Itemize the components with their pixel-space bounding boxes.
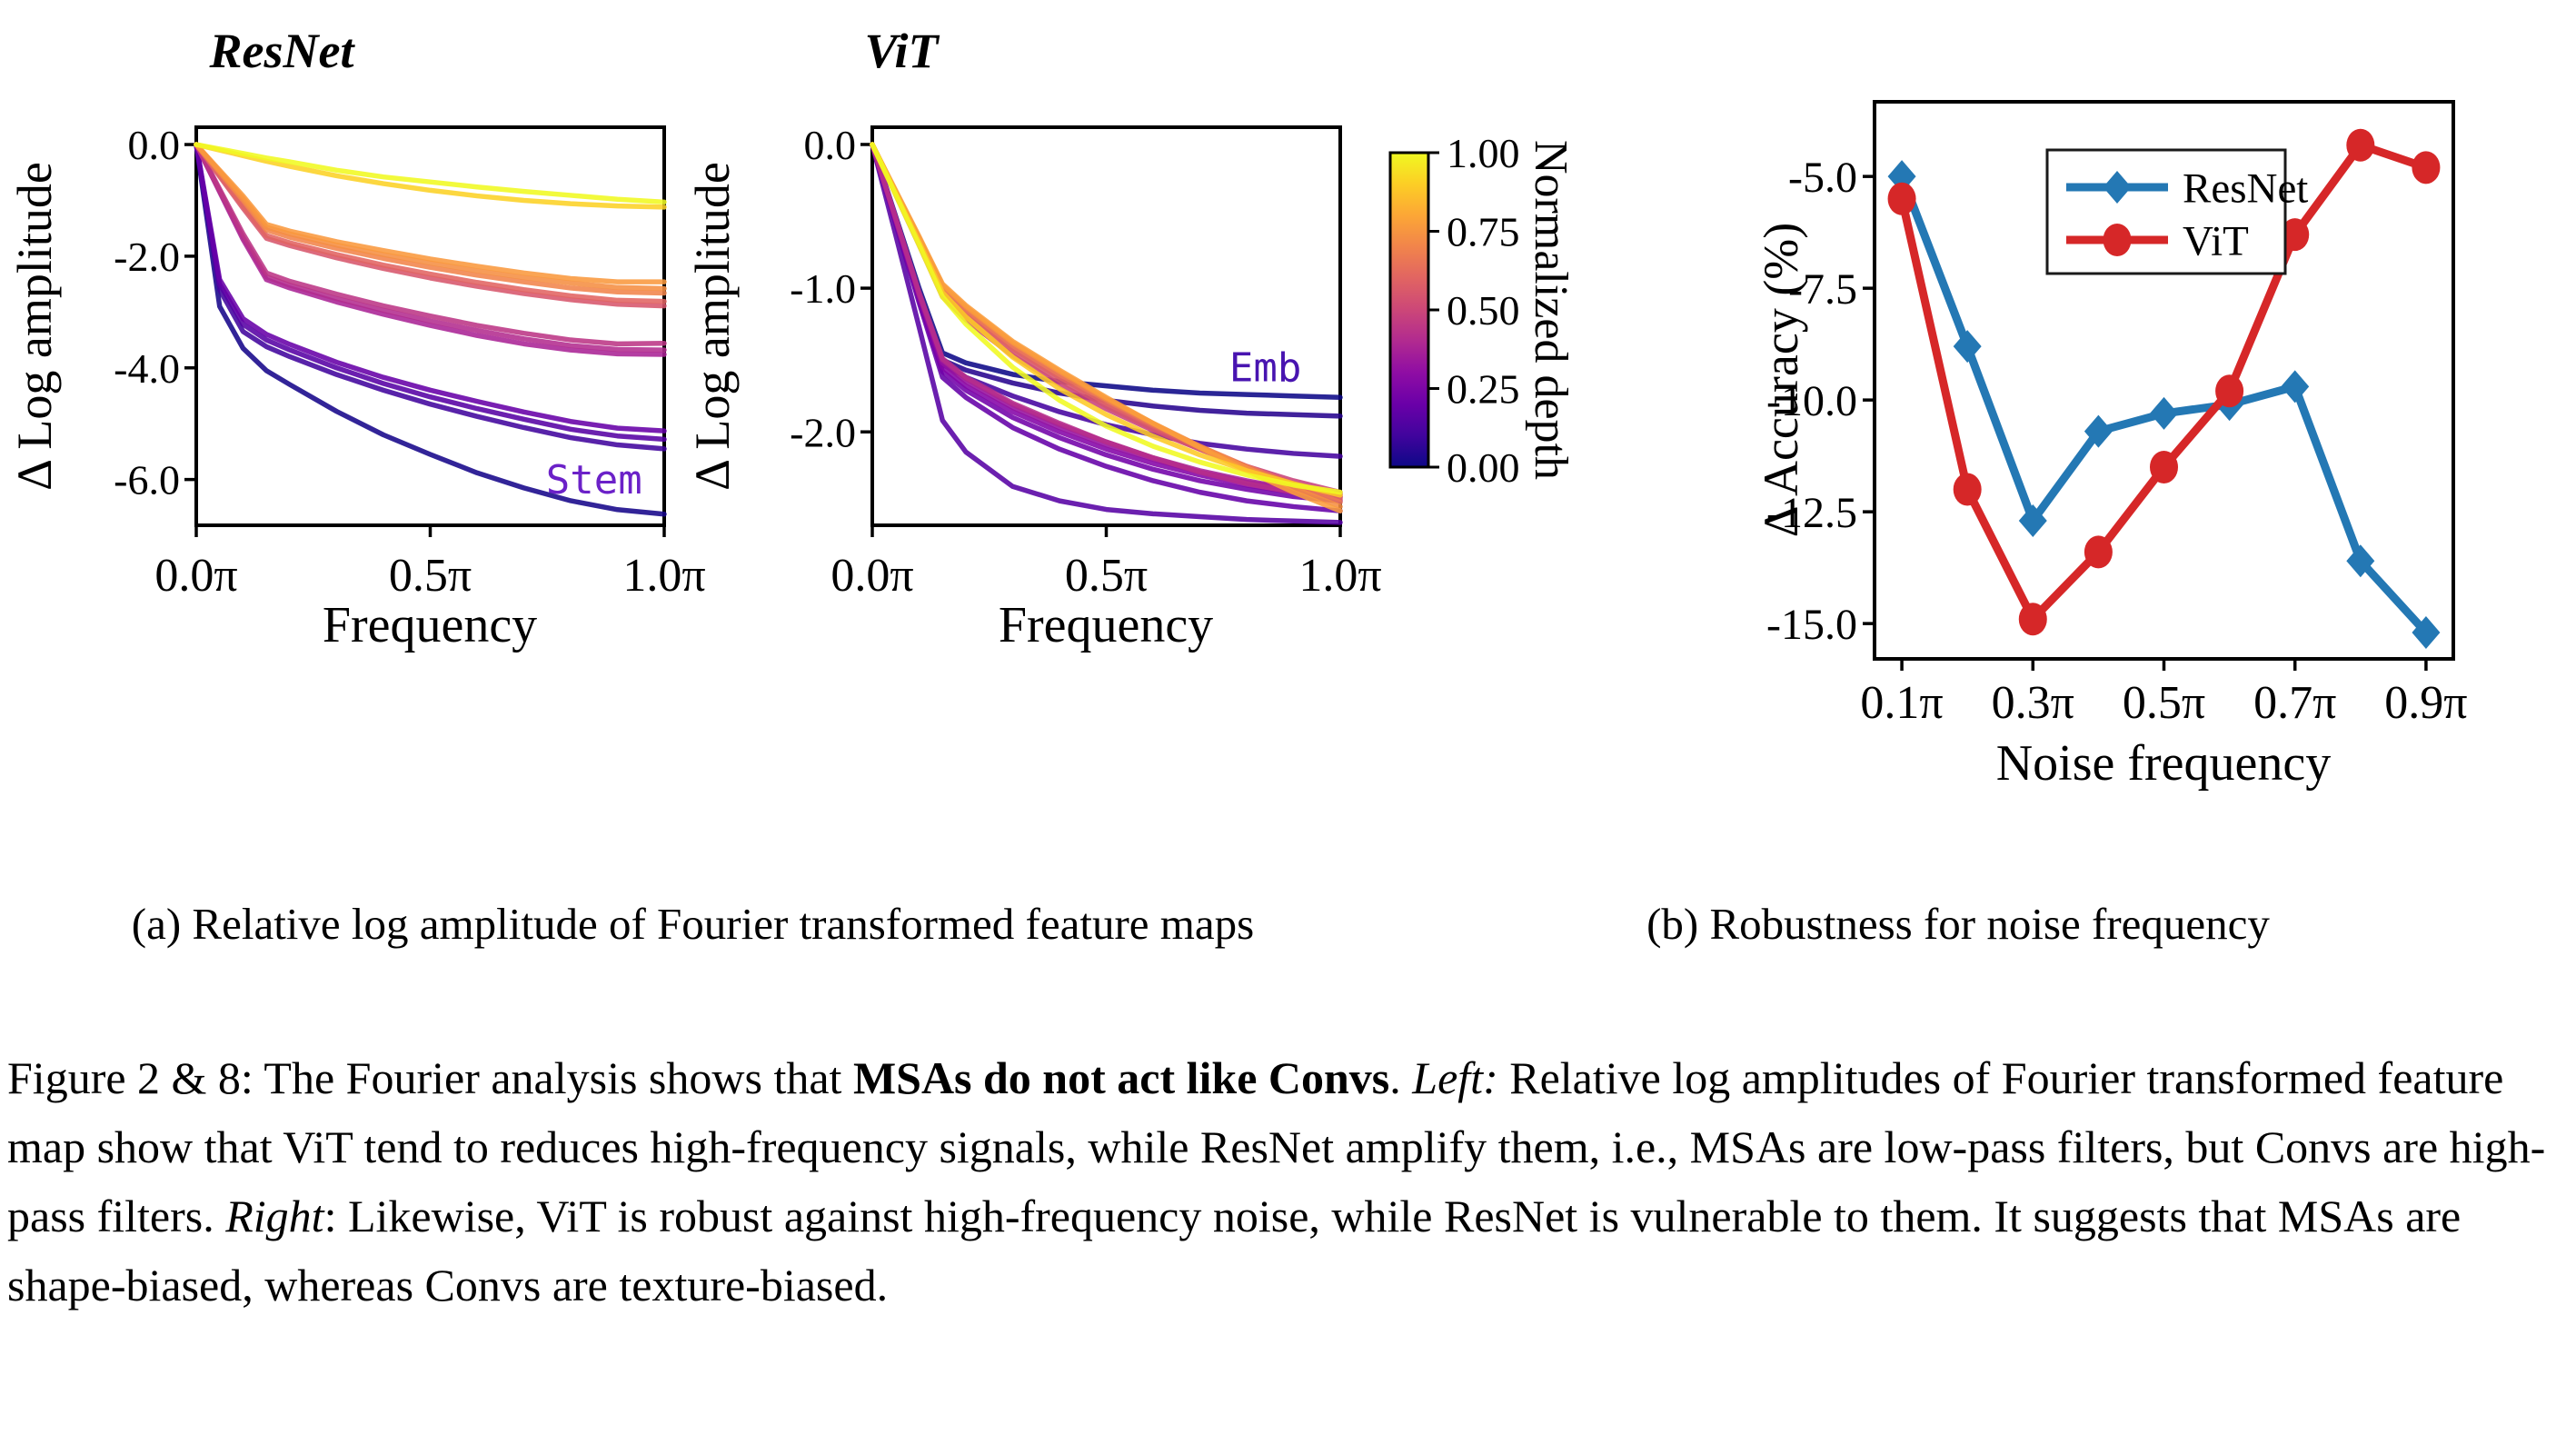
noise-robustness-ResNet-marker-diamond <box>2346 544 2375 578</box>
noise-robustness-legend-ViT-marker-circle <box>2103 224 2132 256</box>
colorbar-gradient <box>1388 151 1430 469</box>
colorbar-label: Normalized depth <box>1525 140 1576 480</box>
vit-fourier-line-depth-0.16 <box>870 142 1343 525</box>
noise-robustness-ViT-marker-circle <box>1887 182 1916 215</box>
noise-robustness-ViT-marker-circle <box>1953 473 1982 506</box>
noise-robustness-y-tick-label: -5.0 <box>1788 154 1857 202</box>
vit-fourier-line-depth-1.00 <box>870 142 1343 495</box>
noise-robustness-y-tick-label: -7.5 <box>1788 265 1857 314</box>
noise-robustness-ResNet-marker-diamond <box>2018 503 2047 537</box>
noise-robustness-ViT-marker-circle <box>2412 151 2441 184</box>
resnet-fourier-chart: 0.0π 0.5π 1.0π 0.0 -2.0 -4.0 -6.0 Stem ResNet Fre… <box>7 24 706 653</box>
noise-robustness-ViT-marker-circle <box>2346 128 2375 162</box>
resnet-fourier-line-depth-0.78 <box>194 142 667 284</box>
resnet-fourier-y-tick-label: -6.0 <box>114 457 180 503</box>
colorbar-tick-label: 0.75 <box>1447 209 1520 255</box>
noise-robustness-ViT-marker-circle <box>2215 374 2244 408</box>
noise-robustness-x-tick-label: 0.7π <box>2253 677 2336 729</box>
vit-fourier-y-tick-label: -2.0 <box>790 409 856 455</box>
vit-fourier-x-tick-label: 1.0π <box>1298 550 1381 602</box>
vit-fourier-x-tick-label: 0.0π <box>830 550 913 602</box>
noise-robustness-chart: 0.1π 0.3π 0.5π 0.7π 0.9π -5.0 -7.5 -10.0 -12.5 -1… <box>1754 100 2468 792</box>
caption-segment-bold: MSAs do not act like Convs <box>852 1052 1390 1103</box>
noise-robustness-ResNet-marker-diamond <box>1953 330 1982 364</box>
resnet-fourier-line-stem <box>194 142 667 517</box>
colorbar-tick-label: 1.00 <box>1447 130 1520 176</box>
colorbar-tick-label: 0.00 <box>1447 444 1520 491</box>
resnet-fourier-line-depth-1.00 <box>194 142 667 205</box>
resnet-fourier-x-tick-label: 0.5π <box>389 550 472 602</box>
vit-fourier-chart: 0.0π 0.5π 1.0π 0.0 -1.0 -2.0 Emb ViT Frequency Δ … <box>685 24 1382 653</box>
resnet-fourier-y-axis-label: Δ Log amplitude <box>7 162 62 491</box>
resnet-fourier-line-depth-0.46 <box>194 142 667 347</box>
noise-robustness-ViT-marker-circle <box>2150 450 2178 483</box>
vit-fourier-y-axis-label: Δ Log amplitude <box>685 162 740 491</box>
noise-robustness-y-tick-label: -10.0 <box>1766 377 1857 425</box>
resnet-fourier-x-axis-label: Frequency <box>323 597 537 653</box>
noise-robustness-legend-label-ViT: ViT <box>2183 217 2249 264</box>
noise-robustness-x-tick-label: 0.5π <box>2123 677 2205 729</box>
vit-fourier-y-tick-label: 0.0 <box>804 122 857 168</box>
noise-robustness-legend-ResNet-marker-diamond <box>2103 171 2132 204</box>
resnet-fourier-line-depth-0.10 <box>194 142 667 452</box>
resnet-fourier-line-depth-0.22 <box>194 142 667 433</box>
noise-robustness-y-tick-label: -12.5 <box>1766 489 1857 537</box>
resnet-fourier-x-tick-label: 0.0π <box>154 550 237 602</box>
noise-robustness-ViT-marker-circle <box>2018 603 2047 636</box>
figure-caption: Figure 2 & 8: The Fourier analysis shows… <box>7 1043 2571 1320</box>
noise-robustness-ResNet-marker-diamond <box>1887 160 1916 194</box>
vit-fourier-title: ViT <box>864 24 940 78</box>
noise-robustness-legend-box <box>2045 148 2287 275</box>
caption-segment-normal: Figure 2 & 8: The Fourier analysis shows… <box>7 1052 853 1103</box>
noise-robustness-ViT-marker-circle <box>2084 535 2113 569</box>
resnet-fourier-y-tick-label: 0.0 <box>128 122 181 168</box>
noise-robustness-y-tick-label: -15.0 <box>1766 601 1857 649</box>
resnet-fourier-y-tick-label: -4.0 <box>114 345 180 392</box>
colorbar-tick-label: 0.25 <box>1447 366 1520 413</box>
noise-robustness-x-axis-label: Noise frequency <box>1996 735 2332 792</box>
resnet-fourier-line-depth-0.60 <box>194 142 667 304</box>
noise-robustness-legend-label-ResNet: ResNet <box>2183 164 2308 212</box>
caption-segment-normal: . <box>1389 1052 1413 1103</box>
noise-robustness-y-axis-label: Δ Accuracy (%) <box>1754 223 1808 538</box>
noise-robustness-x-tick-label: 0.3π <box>1992 677 2074 729</box>
caption-segment-italic: Left: <box>1412 1052 1498 1103</box>
noise-robustness-x-tick-label: 0.1π <box>1860 677 1943 729</box>
noise-robustness-ResNet-marker-diamond <box>2150 396 2178 430</box>
caption-segment-normal: : Likewise, ViT is robust against high-f… <box>7 1191 2462 1310</box>
caption-segment-normal: Relative log amplitudes of Fourier trans… <box>7 1052 2546 1241</box>
caption-segment-italic: Right <box>225 1191 324 1241</box>
noise-robustness-x-tick-label: 0.9π <box>2384 677 2467 729</box>
resnet-fourier-line-depth-0.42 <box>194 142 667 353</box>
resnet-fourier-line-depth-0.16 <box>194 142 667 443</box>
noise-robustness-ResNet-marker-diamond <box>2084 414 2113 448</box>
panel-a-caption: (a) Relative log amplitude of Fourier tr… <box>131 899 1255 949</box>
resnet-fourier-y-tick-label: -2.0 <box>114 234 180 280</box>
noise-robustness-ResNet-marker-diamond <box>2281 370 2310 404</box>
vit-fourier-line-depth-0.47 <box>870 142 1343 501</box>
colorbar: 1.00 0.75 0.50 0.25 0.00 Normalized depth <box>1388 130 1576 491</box>
resnet-fourier-x-tick-label: 1.0π <box>622 550 705 602</box>
vit-fourier-annotation-emb: Emb <box>1229 344 1301 391</box>
resnet-fourier-annotation-stem: Stem <box>546 457 642 503</box>
vit-fourier-x-tick-label: 0.5π <box>1065 550 1148 602</box>
noise-robustness-ViT-marker-circle <box>2281 218 2310 252</box>
colorbar-tick-label: 0.50 <box>1447 287 1520 334</box>
vit-fourier-y-tick-label: -1.0 <box>790 265 856 312</box>
vit-fourier-x-axis-label: Frequency <box>999 597 1213 653</box>
resnet-fourier-title: ResNet <box>209 24 356 78</box>
noise-robustness-ResNet-marker-diamond <box>2412 615 2441 649</box>
panel-b-caption: (b) Robustness for noise frequency <box>1646 899 2270 949</box>
